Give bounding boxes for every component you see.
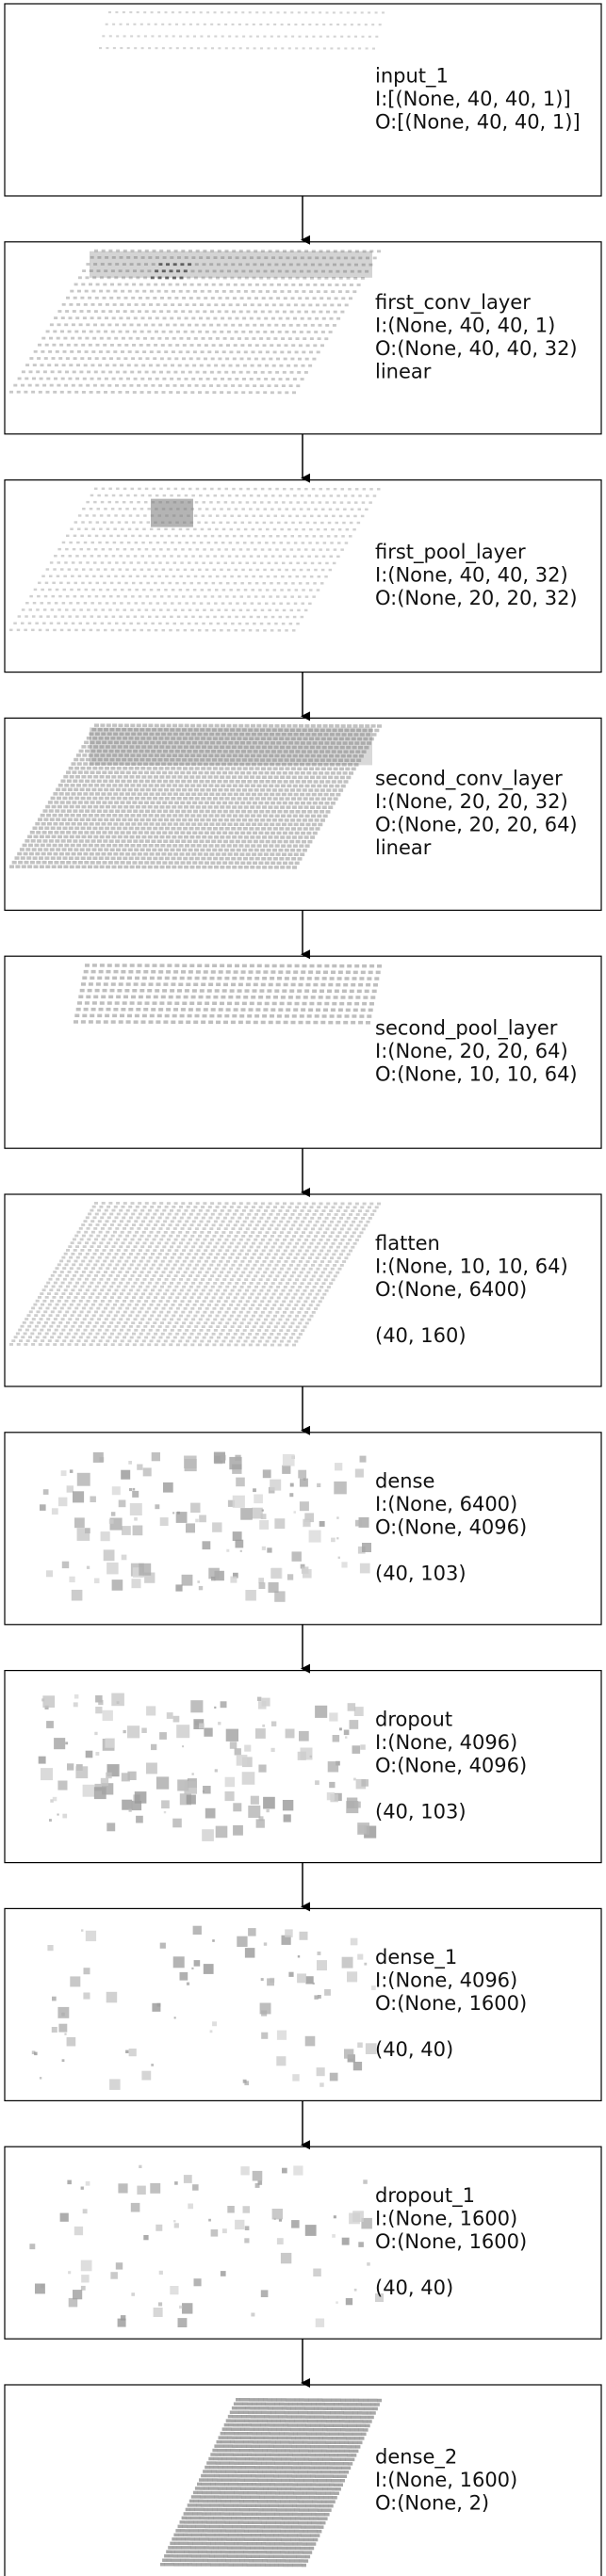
layer-activation: linear <box>375 360 432 382</box>
layer-name: second_conv_layer <box>375 767 563 790</box>
layer-input-shape: I:(None, 20, 20, 32) <box>375 790 568 813</box>
layer-output-shape: O:(None, 4096) <box>375 1516 527 1539</box>
layer-visualization <box>74 964 382 1025</box>
layer-visualization <box>9 487 381 632</box>
layer-name: second_pool_layer <box>375 1017 558 1041</box>
layer-input-shape: I:(None, 20, 20, 64) <box>375 1040 568 1062</box>
layer-box <box>4 1669 602 1864</box>
layer-node: dense_1I:(None, 4096)O:(None, 1600) (40, … <box>4 1907 602 2102</box>
layer-output-shape: O:(None, 40, 40, 32) <box>375 337 578 360</box>
layer-input-shape: I:(None, 1600) <box>375 2208 517 2230</box>
layer-input-shape: I:(None, 40, 40, 32) <box>375 563 568 586</box>
layer-input-shape: I:(None, 10, 10, 64) <box>375 1255 568 1277</box>
layer-box <box>4 1432 602 1626</box>
layer-visualization <box>9 1202 381 1347</box>
layer-visualization <box>29 2164 384 2327</box>
layer-input-shape: I:(None, 4096) <box>375 1731 517 1754</box>
layer-output-shape: O:(None, 10, 10, 64) <box>375 1063 578 1086</box>
layer-name: first_conv_layer <box>375 291 531 315</box>
layer-input-shape: I:(None, 40, 40, 1) <box>375 314 555 336</box>
layer-input-shape: I:[(None, 40, 40, 1)] <box>375 88 571 110</box>
layer-name: dropout <box>375 1708 452 1730</box>
layer-output-shape: O:(None, 1600) <box>375 2230 527 2253</box>
layer-visualization <box>99 11 385 50</box>
layer-viz-shape: (40, 40) <box>375 2038 453 2061</box>
layer-input-shape: I:(None, 4096) <box>375 1969 517 1992</box>
layer-node: input_1I:[(None, 40, 40, 1)]O:[(None, 40… <box>4 3 602 197</box>
layer-output-shape: O:(None, 4096) <box>375 1754 527 1776</box>
layer-node: dropout_1I:(None, 1600)O:(None, 1600) (40… <box>4 2146 602 2340</box>
layer-name: first_pool_layer <box>375 541 526 564</box>
layer-box <box>4 2146 602 2340</box>
layer-name: dense_2 <box>375 2445 457 2469</box>
layer-output-shape: O:(None, 20, 20, 32) <box>375 587 578 609</box>
layer-visualization <box>40 1451 371 1602</box>
layer-visualization <box>9 723 382 869</box>
layer-name: dense <box>375 1470 434 1493</box>
layer-node: dense_2I:(None, 1600)O:(None, 2) <box>4 2384 602 2576</box>
layer-box <box>4 955 602 1149</box>
layer-name: flatten <box>375 1232 440 1255</box>
layer-output-shape: O:(None, 2) <box>375 2491 489 2514</box>
layer-output-shape: O:[(None, 40, 40, 1)] <box>375 110 581 133</box>
layer-viz-shape: (40, 103) <box>375 1563 467 1585</box>
layer-viz-shape: (40, 40) <box>375 2276 453 2299</box>
layer-output-shape: O:(None, 1600) <box>375 1992 527 2015</box>
layer-visualization <box>31 1925 377 2090</box>
layer-visualization <box>160 2398 382 2568</box>
layer-input-shape: I:(None, 1600) <box>375 2469 517 2491</box>
layer-output-shape: O:(None, 20, 20, 64) <box>375 813 578 835</box>
layer-visualization <box>38 1693 377 1841</box>
layer-activation: linear <box>375 836 432 859</box>
layer-name: dropout_1 <box>375 2184 475 2208</box>
layer-viz-shape: (40, 103) <box>375 1800 467 1823</box>
layer-input-shape: I:(None, 6400) <box>375 1493 517 1515</box>
layer-viz-shape: (40, 160) <box>375 1324 467 1347</box>
layer-name: input_1 <box>375 64 449 88</box>
layer-name: dense_1 <box>375 1946 457 1969</box>
layer-output-shape: O:(None, 6400) <box>375 1278 527 1301</box>
layer-visualization <box>9 249 381 395</box>
